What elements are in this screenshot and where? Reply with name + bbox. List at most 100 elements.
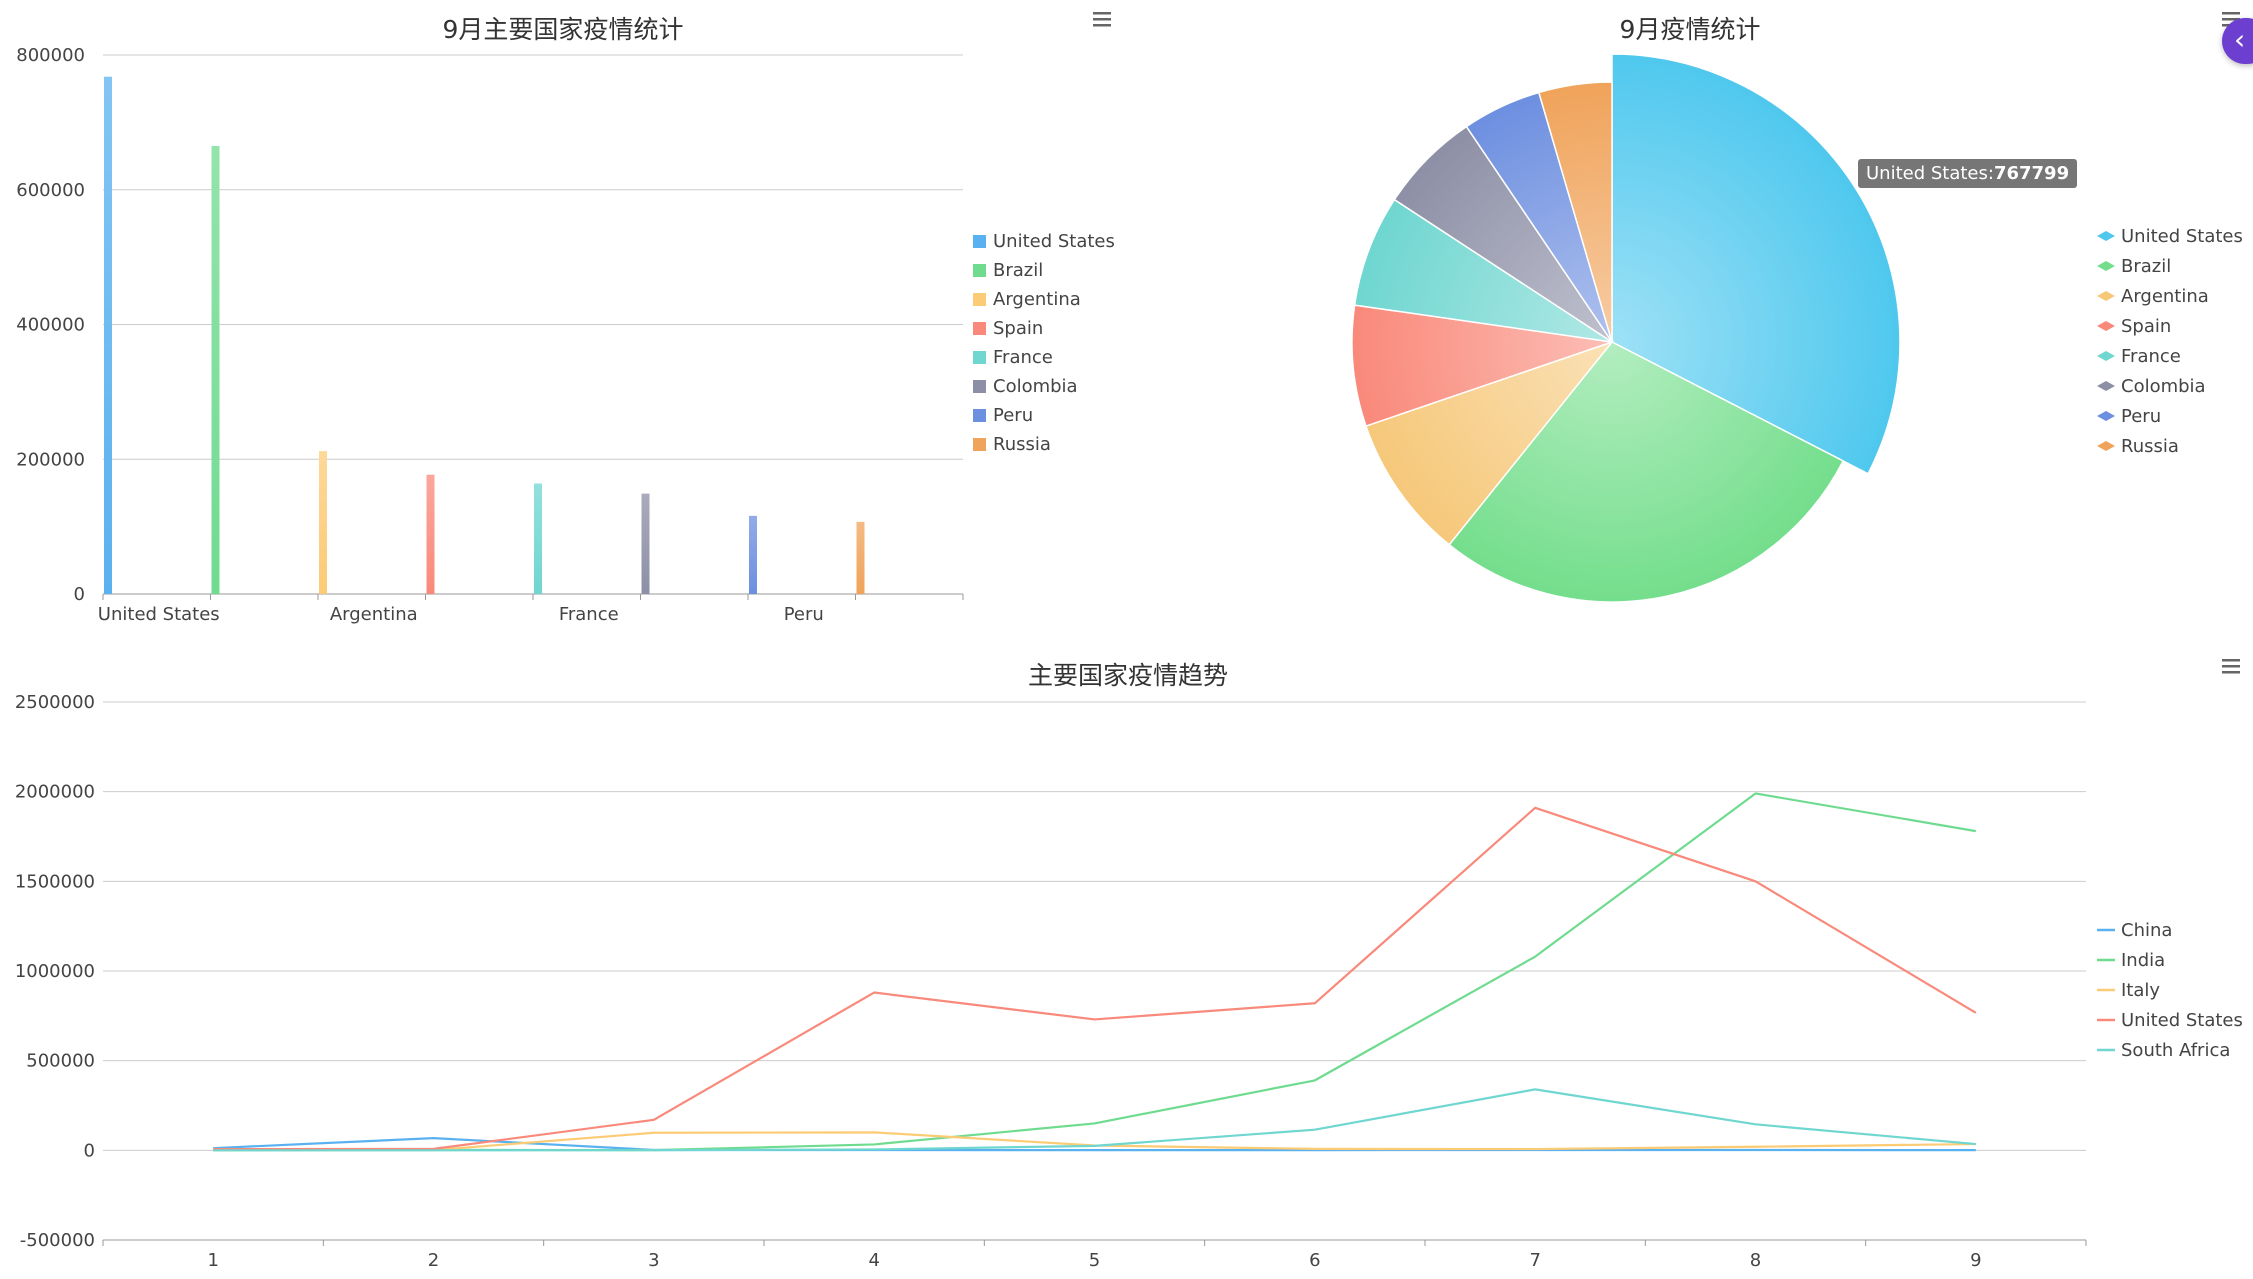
bar-legend-swatch bbox=[973, 293, 986, 306]
bar-chart-x-axis: United States Argentina France Peru bbox=[98, 594, 964, 625]
pie-legend-item[interactable]: Colombia bbox=[2097, 376, 2206, 397]
line-chart-x-tick-label: 4 bbox=[868, 1250, 879, 1271]
bar-united-states[interactable] bbox=[104, 76, 112, 594]
bar-colombia[interactable] bbox=[641, 493, 650, 594]
line-chart-x-tick-label: 1 bbox=[207, 1250, 218, 1271]
chevron-left-icon: ‹ bbox=[2234, 23, 2246, 56]
bar-legend-label: Argentina bbox=[993, 289, 1081, 310]
bar-argentina[interactable] bbox=[319, 451, 327, 594]
line-chart-y-tick-label: 0 bbox=[84, 1140, 95, 1161]
bar-spain[interactable] bbox=[426, 474, 435, 594]
pie-legend-label: Brazil bbox=[2121, 256, 2171, 277]
line-chart-x-axis: 1 2 3 4 5 6 7 8 9 bbox=[102, 1240, 2087, 1271]
bar-chart-y-axis: 0 200000 400000 600000 800000 bbox=[16, 45, 85, 605]
line-legend-item[interactable]: South Africa bbox=[2097, 1040, 2230, 1061]
pie-chart-legend[interactable]: United States Brazil Argentina Spain France C… bbox=[2097, 226, 2243, 457]
pie-legend-item[interactable]: France bbox=[2097, 346, 2181, 367]
bar-chart: 9月主要国家疫情统计 0 200000 400000 600000 800000 Uni… bbox=[16, 12, 1115, 625]
line-chart: 主要国家疫情趋势 -500000 0 500000 1000000 1500000 200… bbox=[15, 659, 2243, 1271]
pie-slice-russia[interactable] bbox=[1537, 81, 1613, 343]
pie-slice-france[interactable] bbox=[1353, 198, 1613, 343]
bar-legend-swatch bbox=[973, 438, 986, 451]
line-chart-y-tick-label: 500000 bbox=[26, 1051, 95, 1072]
bar-chart-y-tick-label: 600000 bbox=[16, 180, 85, 201]
pie-legend-label: Argentina bbox=[2121, 286, 2209, 307]
pie-tooltip-value: 767799 bbox=[1993, 163, 2070, 184]
pie-legend-label: Russia bbox=[2121, 436, 2179, 457]
line-series-india[interactable] bbox=[213, 792, 1977, 1152]
bar-legend-item[interactable]: Russia bbox=[973, 434, 1051, 455]
line-chart-menu-icon[interactable] bbox=[2222, 659, 2240, 674]
line-chart-title: 主要国家疫情趋势 bbox=[1028, 661, 1228, 690]
bar-legend-label: Peru bbox=[993, 405, 1033, 426]
line-chart-x-tick-label: 8 bbox=[1750, 1250, 1761, 1271]
pie-legend-item[interactable]: Spain bbox=[2097, 316, 2171, 337]
bar-legend-label: Spain bbox=[993, 318, 1043, 339]
bar-russia[interactable] bbox=[856, 521, 865, 594]
bar-chart-y-tick-label: 800000 bbox=[16, 45, 85, 66]
pie-legend-item[interactable]: Russia bbox=[2097, 436, 2179, 457]
bar-legend-swatch bbox=[973, 380, 986, 393]
bar-chart-x-tick-label: Argentina bbox=[330, 604, 418, 625]
bar-legend-label: Colombia bbox=[993, 376, 1078, 397]
bar-brazil[interactable] bbox=[211, 145, 220, 595]
bar-chart-menu-icon[interactable] bbox=[1093, 12, 1111, 27]
bar-legend-item[interactable]: France bbox=[973, 347, 1053, 368]
pie-legend-marker bbox=[2097, 291, 2115, 301]
pie-legend-label: Colombia bbox=[2121, 376, 2206, 397]
bar-legend-item[interactable]: Colombia bbox=[973, 376, 1078, 397]
pie-legend-marker bbox=[2097, 381, 2115, 391]
bar-chart-y-tick-label: 200000 bbox=[16, 449, 85, 470]
line-chart-y-tick-label: 1000000 bbox=[15, 961, 95, 982]
pie-legend-marker bbox=[2097, 231, 2115, 241]
line-chart-x-tick-label: 3 bbox=[648, 1250, 659, 1271]
pie-legend-marker bbox=[2097, 411, 2115, 421]
line-chart-series[interactable] bbox=[213, 792, 1977, 1152]
bar-legend-swatch bbox=[973, 264, 986, 277]
pie-legend-item[interactable]: Brazil bbox=[2097, 256, 2171, 277]
line-chart-legend[interactable]: China India Italy United States South Africa bbox=[2097, 920, 2243, 1061]
line-legend-item[interactable]: India bbox=[2097, 950, 2165, 971]
bar-legend-item[interactable]: Peru bbox=[973, 405, 1033, 426]
line-series-south-africa[interactable] bbox=[213, 1088, 1976, 1152]
bar-chart-y-tick-label: 0 bbox=[74, 584, 85, 605]
line-chart-y-tick-label: 1500000 bbox=[15, 871, 95, 892]
bar-peru[interactable] bbox=[749, 515, 757, 594]
bar-legend-item[interactable]: Argentina bbox=[973, 289, 1081, 310]
line-series-united-states[interactable] bbox=[213, 806, 1977, 1151]
bar-legend-item[interactable]: United States bbox=[973, 231, 1115, 252]
bar-chart-x-tick-label: Peru bbox=[784, 604, 824, 625]
side-panel-toggle-button[interactable]: ‹ bbox=[2222, 18, 2253, 64]
bar-france[interactable] bbox=[534, 483, 542, 594]
line-legend-item[interactable]: United States bbox=[2097, 1010, 2243, 1031]
pie-slice-argentina[interactable] bbox=[1365, 340, 1615, 546]
line-legend-item[interactable]: China bbox=[2097, 920, 2172, 941]
bar-chart-bars[interactable] bbox=[104, 76, 865, 595]
bar-legend-item[interactable]: Spain bbox=[973, 318, 1043, 339]
line-chart-y-tick-label: -500000 bbox=[20, 1230, 95, 1251]
pie-chart-slices[interactable] bbox=[1351, 53, 1901, 603]
pie-legend-label: United States bbox=[2121, 226, 2243, 247]
pie-slice-brazil[interactable] bbox=[1448, 341, 1845, 603]
pie-legend-item[interactable]: Peru bbox=[2097, 406, 2161, 427]
line-chart-grid bbox=[103, 701, 2086, 1241]
line-legend-item[interactable]: Italy bbox=[2097, 980, 2160, 1001]
bar-legend-item[interactable]: Brazil bbox=[973, 260, 1043, 281]
pie-chart: 9月疫情统计 United States Brazil Argentina Spain… bbox=[1351, 12, 2243, 603]
bar-chart-grid bbox=[103, 54, 963, 595]
line-chart-y-tick-label: 2000000 bbox=[15, 782, 95, 803]
line-series-china[interactable] bbox=[213, 1137, 1976, 1152]
pie-slice-spain[interactable] bbox=[1351, 304, 1613, 428]
pie-chart-title: 9月疫情统计 bbox=[1620, 15, 1761, 44]
pie-legend-item[interactable]: Argentina bbox=[2097, 286, 2209, 307]
pie-slice-united-states[interactable] bbox=[1611, 53, 1901, 475]
pie-tooltip-label: United States: bbox=[1866, 163, 1994, 184]
pie-legend-label: France bbox=[2121, 346, 2181, 367]
pie-legend-item[interactable]: United States bbox=[2097, 226, 2243, 247]
line-chart-x-tick-label: 6 bbox=[1309, 1250, 1320, 1271]
bar-chart-legend[interactable]: United States Brazil Argentina Spain France C… bbox=[973, 231, 1115, 455]
bar-legend-swatch bbox=[973, 322, 986, 335]
bar-legend-swatch bbox=[973, 409, 986, 422]
line-chart-y-axis: -500000 0 500000 1000000 1500000 2000000 25000… bbox=[15, 692, 95, 1251]
